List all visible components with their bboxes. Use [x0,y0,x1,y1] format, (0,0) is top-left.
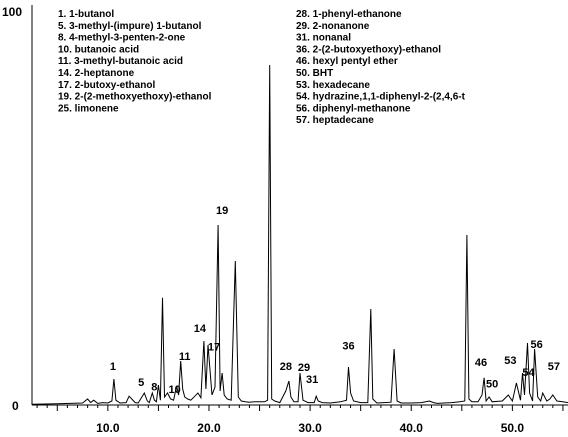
peak-label: 36 [342,340,354,352]
legend-entry: 31. nonanal [296,33,351,44]
legend-entry: 14. 2-heptanone [58,68,135,79]
peak-label: 8 [151,382,157,394]
x-tick-label: 10.0 [96,421,120,435]
peak-label: 53 [504,355,516,367]
x-tick-label: 40.0 [400,421,424,435]
legend-entry: 57. heptadecane [296,115,374,126]
peak-label: 17 [208,342,220,354]
peak-label: 46 [475,357,487,369]
legend-entry: 56. diphenyl-methanone [296,103,411,114]
peak-label: 11 [179,351,191,363]
y-tick-label-bottom: 0 [12,399,19,413]
legend-entry: 50. BHT [296,68,333,79]
legend-entry: 54. hydrazine,1,1-diphenyl-2-(2,4,6-t [296,92,466,103]
x-minor-ticks [36,405,564,411]
peak-label: 29 [298,362,310,374]
legend-entry: 46. hexyl pentyl ether [296,56,398,67]
x-tick-label: 30.0 [298,421,322,435]
chromatogram-trace [31,64,568,405]
legend-entry: 25. limonene [58,103,119,114]
legend-entry: 29. 2-nonanone [296,21,370,32]
peak-label: 28 [280,361,292,373]
legend-entry: 53. hexadecane [296,80,370,91]
peak-label: 5 [138,377,144,389]
legend-entry: 1. 1-butanol [58,9,114,20]
peak-label: 50 [486,378,498,390]
x-tick-labels: 10.0 20.0 30.0 40.0 50.0 [96,421,524,435]
legend-entry: 36. 2-(2-butoxyethoxy)-ethanol [296,44,441,55]
x-tick-label: 50.0 [501,421,525,435]
legend-entry: 19. 2-(2-methoxyethoxy)-ethanol [58,92,212,103]
peak-label: 57 [548,361,560,373]
peak-label: 54 [522,367,535,379]
peak-label: 14 [194,323,207,335]
legend-entry: 17. 2-butoxy-ethanol [58,80,155,91]
legend-entry: 8. 4-methyl-3-penten-2-one [58,33,186,44]
legend-entry: 10. butanoic acid [58,44,139,55]
axes: 100 0 10.0 20.0 30.0 40.0 50.0 [2,5,568,435]
peak-label: 31 [306,374,318,386]
peak-label: 19 [216,205,228,217]
x-tick-label: 20.0 [197,421,221,435]
peak-label: 56 [531,339,543,351]
legend-entry: 28. 1-phenyl-ethanone [296,9,402,20]
legend-entry: 11. 3-methyl-butanoic acid [58,56,183,67]
legend-entry: 5. 3-methyl-(impure) 1-butanol [58,21,202,32]
peak-label: 10 [168,384,180,396]
peak-label: 1 [110,361,116,373]
y-tick-label-top: 100 [2,5,22,19]
